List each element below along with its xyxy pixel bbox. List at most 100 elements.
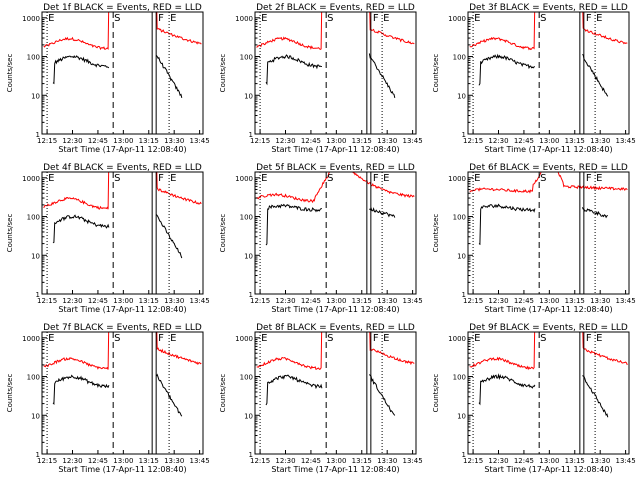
y-tick-label: 10 <box>31 252 40 260</box>
detector-panel: Det 5f BLACK = Events, RED = LLD Start Ti… <box>219 163 423 314</box>
y-tick-label: 100 <box>453 374 466 382</box>
events-series-line <box>478 53 535 86</box>
lld-series-line <box>43 12 202 51</box>
x-tick-label: 13:45 <box>403 297 423 305</box>
detector-panel: Det 9f BLACK = Events, RED = LLD Start Ti… <box>432 323 636 474</box>
x-tick-label: 13:30 <box>164 137 184 145</box>
marker-label: F <box>373 173 379 184</box>
y-tick-label: 10 <box>244 412 253 420</box>
events-series-line <box>478 373 536 406</box>
y-tick-label: 1000 <box>448 15 466 23</box>
y-tick-label: 100 <box>27 214 40 222</box>
x-tick-label: 12:45 <box>514 457 534 465</box>
y-tick-label: 100 <box>27 54 40 62</box>
plot-frame <box>254 171 417 295</box>
y-tick-label: 1 <box>462 291 466 299</box>
marker-label: E <box>48 13 54 24</box>
y-tick-label: 100 <box>453 214 466 222</box>
plot-frame <box>467 11 630 135</box>
lld-series-line <box>469 172 628 194</box>
marker-label: S <box>540 13 546 24</box>
x-tick-label: 12:45 <box>514 297 534 305</box>
y-axis-label: Counts/sec <box>219 214 227 253</box>
x-axis-label: Start Time (17-Apr-11 12:08:40) <box>271 305 399 314</box>
x-tick-label: 13:30 <box>590 137 610 145</box>
x-tick-label: 13:30 <box>377 137 397 145</box>
x-tick-label: 12:15 <box>463 137 483 145</box>
marker-label: E <box>261 333 267 344</box>
x-tick-label: 13:15 <box>565 297 585 305</box>
events-series-line <box>478 203 536 246</box>
y-tick-label: 10 <box>244 92 253 100</box>
x-tick-label: 12:45 <box>88 457 108 465</box>
x-tick-label: 13:15 <box>352 457 372 465</box>
y-tick-label: 10 <box>457 252 466 260</box>
marker-label: E <box>474 173 480 184</box>
plot-frame <box>41 331 204 455</box>
x-tick-label: 13:00 <box>326 297 346 305</box>
marker-label: E <box>383 13 389 24</box>
panel-title: Det 5f BLACK = Events, RED = LLD <box>256 163 415 173</box>
x-tick-label: 12:45 <box>514 137 534 145</box>
y-tick-label: 10 <box>31 92 40 100</box>
x-tick-label: 12:30 <box>275 457 295 465</box>
panel-title: Det 8f BLACK = Events, RED = LLD <box>256 323 415 333</box>
marker-label: E <box>261 13 267 24</box>
marker-label: S <box>540 333 546 344</box>
y-tick-label: 1 <box>36 291 40 299</box>
detector-panel: Det 6f BLACK = Events, RED = LLD Start Ti… <box>432 163 636 314</box>
x-tick-label: 12:45 <box>88 137 108 145</box>
x-tick-label: 12:45 <box>301 457 321 465</box>
detector-panel: Det 4f BLACK = Events, RED = LLD Start Ti… <box>6 163 210 314</box>
events-series-line <box>155 373 183 417</box>
panel-title: Det 3f BLACK = Events, RED = LLD <box>469 3 628 13</box>
y-tick-label: 100 <box>240 214 253 222</box>
y-tick-label: 1000 <box>235 175 253 183</box>
lld-series-line <box>469 12 628 51</box>
x-axis-label: Start Time (17-Apr-11 12:08:40) <box>484 465 612 474</box>
x-tick-label: 12:15 <box>463 457 483 465</box>
marker-label: S <box>327 333 333 344</box>
x-tick-label: 13:30 <box>377 297 397 305</box>
marker-label: E <box>596 13 602 24</box>
x-tick-label: 13:45 <box>190 457 210 465</box>
panel-title: Det 6f BLACK = Events, RED = LLD <box>469 163 628 173</box>
y-tick-label: 1 <box>249 131 253 139</box>
lld-series-line <box>256 332 415 370</box>
marker-label: F <box>158 173 164 184</box>
lld-series-line <box>43 332 202 370</box>
marker-label: F <box>158 333 164 344</box>
y-axis-label: Counts/sec <box>219 54 227 93</box>
marker-label: E <box>170 333 176 344</box>
x-tick-label: 12:45 <box>301 137 321 145</box>
x-tick-label: 12:30 <box>488 137 508 145</box>
y-tick-label: 1 <box>462 451 466 459</box>
marker-label: E <box>261 173 267 184</box>
lld-series-line <box>469 332 628 371</box>
x-tick-label: 12:15 <box>250 137 270 145</box>
y-tick-label: 1000 <box>22 15 40 23</box>
x-tick-label: 13:00 <box>539 457 559 465</box>
y-tick-label: 1 <box>462 131 466 139</box>
marker-label: S <box>114 333 120 344</box>
x-axis-label: Start Time (17-Apr-11 12:08:40) <box>271 465 399 474</box>
x-axis-label: Start Time (17-Apr-11 12:08:40) <box>271 145 399 154</box>
y-axis-label: Counts/sec <box>432 214 440 253</box>
x-tick-label: 12:30 <box>62 137 82 145</box>
plot-frame <box>254 11 417 135</box>
y-tick-label: 1000 <box>448 335 466 343</box>
y-tick-label: 1 <box>249 451 253 459</box>
events-series-line <box>155 55 183 99</box>
detector-panel: Det 3f BLACK = Events, RED = LLD Start Ti… <box>432 3 636 154</box>
y-tick-label: 10 <box>457 92 466 100</box>
x-tick-label: 13:15 <box>139 137 159 145</box>
x-tick-label: 13:00 <box>326 137 346 145</box>
plot-frame <box>41 171 204 295</box>
panel-title: Det 4f BLACK = Events, RED = LLD <box>43 163 202 173</box>
x-tick-label: 12:45 <box>301 297 321 305</box>
marker-label: F <box>586 173 592 184</box>
x-tick-label: 12:15 <box>37 137 57 145</box>
x-tick-label: 13:45 <box>616 457 636 465</box>
x-axis-label: Start Time (17-Apr-11 12:08:40) <box>484 145 612 154</box>
marker-label: E <box>474 13 480 24</box>
